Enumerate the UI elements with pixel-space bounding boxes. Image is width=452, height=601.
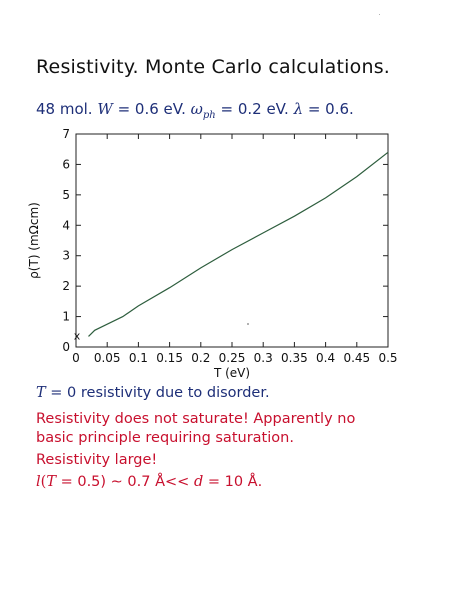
y-tick-label: 7 [62,127,70,141]
resistivity-chart: 0 0.05 0.1 0.15 0.2 0.25 0.3 0.35 0.4 0.45 0.5 0 1 2 3… [27,127,398,380]
param-omega-sub: ph [202,110,216,121]
y-tick-label: 5 [62,188,70,202]
mfp-l-symbol: l [36,474,41,490]
resistivity-curve [88,151,389,337]
disorder-T-symbol: T [36,385,46,401]
mean-free-path-statement: l(T = 0.5) ∼ 0.7 Å<< d = 10 Å. [36,474,262,490]
param-omega-value: = 0.2 eV. [215,100,289,118]
x-tick-label: 0.05 [94,351,121,365]
mfp-open: ( [40,474,47,490]
param-lambda-symbol: λ [293,100,304,118]
x-tick-label: 0.35 [281,351,308,365]
mfp-mid: = 0.5) ∼ 0.7 Å<< [55,474,194,490]
y-tick-label: 1 [62,310,70,324]
param-W-value: = 0.6 eV. [112,100,186,118]
x-tick-label: 0.15 [156,351,183,365]
scan-speck [247,323,249,325]
slide-title: Resistivity. Monte Carlo calculations. [36,56,391,78]
x-tick-label: 0.25 [219,351,246,365]
y-tick-label: 3 [62,249,70,263]
simulation-parameters: 48 mol. W = 0.6 eV. ωph = 0.2 eV. λ = 0.… [36,100,354,121]
mfp-T-symbol: T [46,474,56,490]
disorder-statement: T = 0 resistivity due to disorder. [36,385,270,401]
param-lambda-value: = 0.6. [303,100,354,118]
scan-speck [379,14,380,15]
param-omega-symbol: ω [190,100,203,118]
plot-frame [75,133,389,348]
y-tick-label: 2 [62,279,70,293]
x-tick-label: 0.1 [129,351,148,365]
param-prefix: 48 mol. [36,100,93,118]
param-W-symbol: W [97,100,113,118]
zero-temperature-marker: x [74,329,81,342]
x-tick-label: 0.45 [343,351,370,365]
x-axis-label: T (eV) [213,366,250,380]
no-saturation-line-2: basic principle requiring saturation. [36,430,294,446]
y-tick-label: 0 [62,340,70,354]
x-tick-label: 0.5 [378,351,397,365]
mfp-d-symbol: d [193,474,204,490]
mfp-end: = 10 Å. [203,474,263,490]
y-tick-label: 6 [62,157,70,171]
x-tick-label: 0.3 [254,351,273,365]
x-tick-label: 0.2 [191,351,210,365]
resistivity-large: Resistivity large! [36,452,158,468]
no-saturation-line-1: Resistivity does not saturate! Apparentl… [36,411,356,427]
x-tick-label: 0 [72,351,80,365]
x-tick-label: 0.4 [316,351,335,365]
disorder-text: = 0 resistivity due to disorder. [45,385,270,401]
y-tick-label: 4 [62,218,70,232]
y-axis-label: ρ(T) (mΩcm) [27,202,41,279]
